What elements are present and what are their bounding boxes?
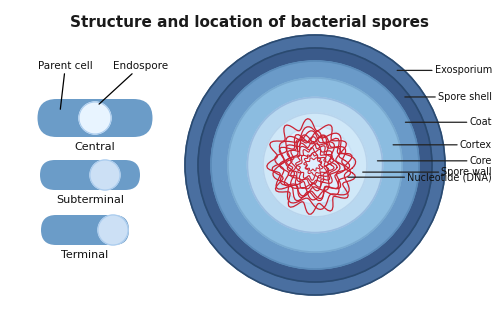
Text: Subterminal: Subterminal [56, 195, 124, 205]
Text: Terminal: Terminal [62, 250, 108, 260]
Circle shape [90, 160, 120, 190]
FancyBboxPatch shape [40, 160, 140, 190]
Circle shape [198, 48, 432, 282]
Circle shape [211, 61, 419, 269]
Text: Parent cell: Parent cell [38, 61, 93, 109]
Text: Coat: Coat [406, 117, 492, 127]
Text: Exosporium: Exosporium [397, 65, 492, 75]
Text: Nucleotide (DNA): Nucleotide (DNA) [348, 172, 492, 182]
Text: Central: Central [74, 142, 116, 152]
Circle shape [276, 126, 354, 204]
Text: Spore shell: Spore shell [405, 92, 492, 102]
Circle shape [263, 113, 367, 217]
Circle shape [248, 97, 382, 232]
FancyBboxPatch shape [41, 215, 129, 245]
Text: Endospore: Endospore [99, 61, 168, 104]
Circle shape [79, 102, 111, 134]
Circle shape [185, 35, 445, 295]
Circle shape [228, 78, 402, 252]
Text: Spore wall: Spore wall [362, 167, 492, 177]
FancyBboxPatch shape [38, 99, 152, 137]
Text: Cortex: Cortex [393, 140, 492, 150]
Circle shape [98, 215, 128, 245]
Text: Structure and location of bacterial spores: Structure and location of bacterial spor… [70, 15, 430, 30]
Text: Core: Core [378, 156, 492, 166]
